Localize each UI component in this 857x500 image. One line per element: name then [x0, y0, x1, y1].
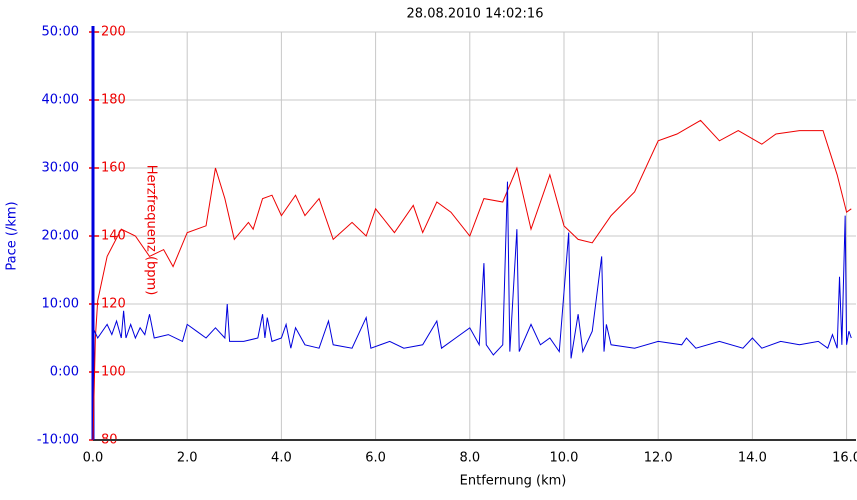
- x-tick-label: 12.0: [644, 451, 673, 466]
- x-tick-label: 16.0: [832, 451, 857, 466]
- y-tick-label: 50:00: [42, 25, 79, 40]
- x-tick-label: 8.0: [459, 451, 480, 466]
- y2-axis-label: Herzfrequenz (bpm): [144, 165, 159, 296]
- x-tick-label: 2.0: [177, 451, 198, 466]
- x-tick-label: 0.0: [83, 451, 104, 466]
- data-line: [92, 181, 852, 359]
- y-tick-label: 40:00: [42, 93, 79, 108]
- y2-tick-label: 120: [101, 297, 126, 312]
- y-tick-label: 0:00: [50, 365, 79, 380]
- y2-tick-label: 180: [101, 93, 126, 108]
- x-tick-label: 4.0: [271, 451, 292, 466]
- y-tick-label: 20:00: [42, 229, 79, 244]
- y-axis-label: Pace (/km): [5, 201, 20, 270]
- data-line: [92, 119, 852, 441]
- y-tick-label: 10:00: [42, 297, 79, 312]
- x-tick-label: 6.0: [365, 451, 386, 466]
- y-tick-label: 30:00: [42, 161, 79, 176]
- x-tick-label: 10.0: [550, 451, 579, 466]
- y2-tick-label: 200: [101, 25, 126, 40]
- y2-tick-label: 160: [101, 161, 126, 176]
- x-tick-label: 14.0: [738, 451, 767, 466]
- y-tick-label: -10:00: [37, 433, 79, 448]
- x-axis-label: Entfernung (km): [460, 474, 567, 489]
- chart-title: 28.08.2010 14:02:16: [407, 7, 544, 22]
- y2-tick-label: 140: [101, 229, 126, 244]
- y2-tick-label: 100: [101, 365, 126, 380]
